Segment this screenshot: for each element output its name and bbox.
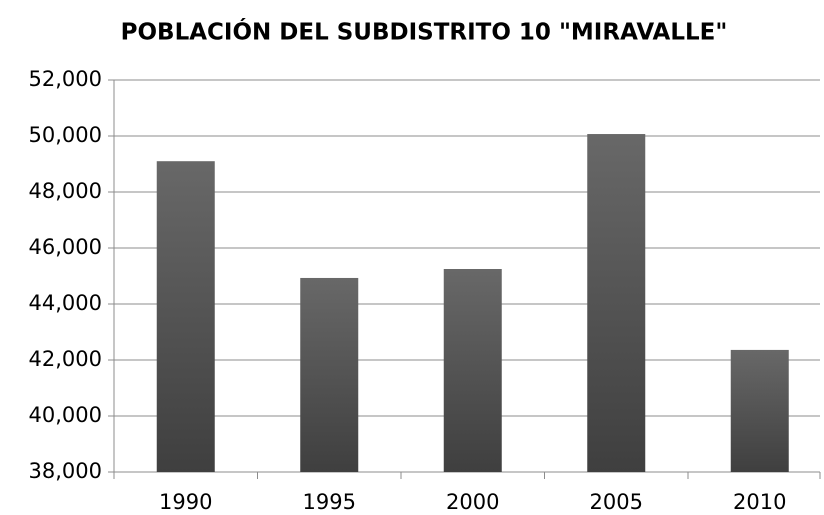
bar: [587, 134, 646, 473]
bar: [300, 277, 359, 472]
y-tick-label: 46,000: [29, 235, 102, 259]
y-tick-label: 38,000: [29, 459, 102, 483]
y-tick-label: 52,000: [29, 67, 102, 91]
bar: [156, 161, 215, 472]
x-tick-label: 1990: [159, 490, 212, 514]
x-tick-label: 2010: [733, 490, 786, 514]
y-tick-label: 44,000: [29, 291, 102, 315]
bar: [443, 269, 502, 472]
x-tick-label: 2005: [590, 490, 643, 514]
y-tick-label: 40,000: [29, 403, 102, 427]
y-tick-label: 48,000: [29, 179, 102, 203]
x-tick-label: 1995: [303, 490, 356, 514]
bar: [730, 349, 789, 472]
x-tick-label: 2000: [446, 490, 499, 514]
y-tick-label: 50,000: [29, 123, 102, 147]
y-tick-label: 42,000: [29, 347, 102, 371]
chart-title: POBLACIÓN DEL SUBDISTRITO 10 "MIRAVALLE": [121, 18, 728, 46]
